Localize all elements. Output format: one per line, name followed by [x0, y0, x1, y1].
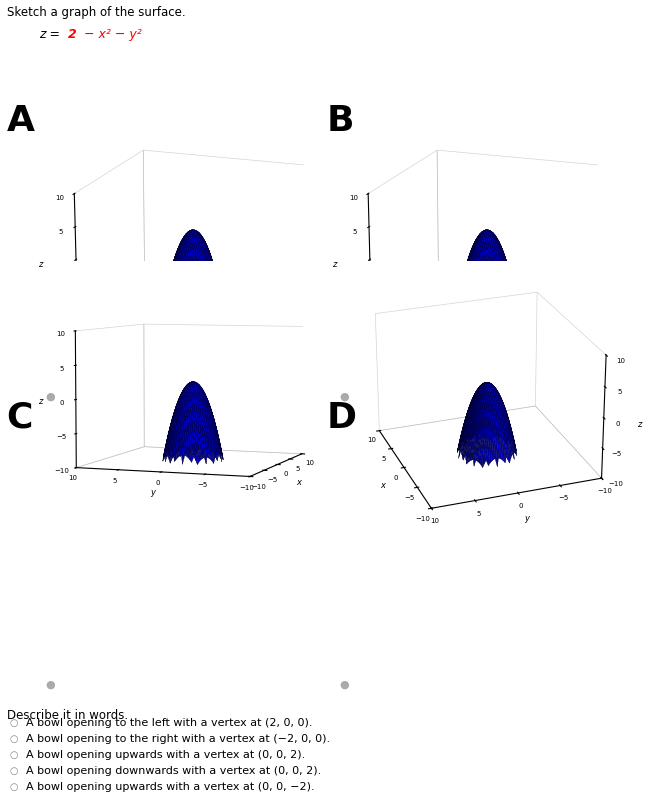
Text: A: A [7, 104, 35, 138]
Text: ○: ○ [10, 767, 18, 776]
Text: z =: z = [39, 28, 64, 41]
X-axis label: x: x [296, 478, 302, 487]
Text: ○: ○ [10, 751, 18, 760]
Text: ○: ○ [10, 783, 18, 792]
X-axis label: x: x [295, 329, 300, 338]
Text: D: D [326, 400, 357, 434]
Text: B: B [326, 104, 354, 138]
Text: ○: ○ [10, 735, 18, 744]
Y-axis label: y: y [524, 514, 529, 523]
Text: ●: ● [46, 392, 56, 401]
Text: Describe it in words.: Describe it in words. [7, 709, 127, 722]
Text: ○: ○ [10, 718, 18, 728]
Text: Sketch a graph of the surface.: Sketch a graph of the surface. [7, 6, 185, 18]
Text: A bowl opening to the left with a vertex at (2, 0, 0).: A bowl opening to the left with a vertex… [26, 718, 313, 728]
Text: 2: 2 [68, 28, 76, 41]
Text: ●: ● [340, 392, 349, 401]
Text: ●: ● [46, 680, 56, 690]
Text: C: C [7, 400, 33, 434]
X-axis label: x: x [589, 329, 594, 338]
Text: A bowl opening to the right with a vertex at (−2, 0, 0).: A bowl opening to the right with a verte… [26, 735, 330, 744]
Text: A bowl opening upwards with a vertex at (0, 0, 2).: A bowl opening upwards with a vertex at … [26, 751, 306, 760]
Y-axis label: y: y [445, 355, 450, 364]
X-axis label: x: x [381, 481, 385, 490]
Y-axis label: y: y [150, 489, 155, 497]
Text: − x² − y²: − x² − y² [80, 28, 142, 41]
Text: ●: ● [340, 680, 349, 690]
Y-axis label: y: y [151, 355, 156, 364]
Text: A bowl opening downwards with a vertex at (0, 0, 2).: A bowl opening downwards with a vertex a… [26, 767, 321, 776]
Text: A bowl opening upwards with a vertex at (0, 0, −2).: A bowl opening upwards with a vertex at … [26, 783, 315, 792]
